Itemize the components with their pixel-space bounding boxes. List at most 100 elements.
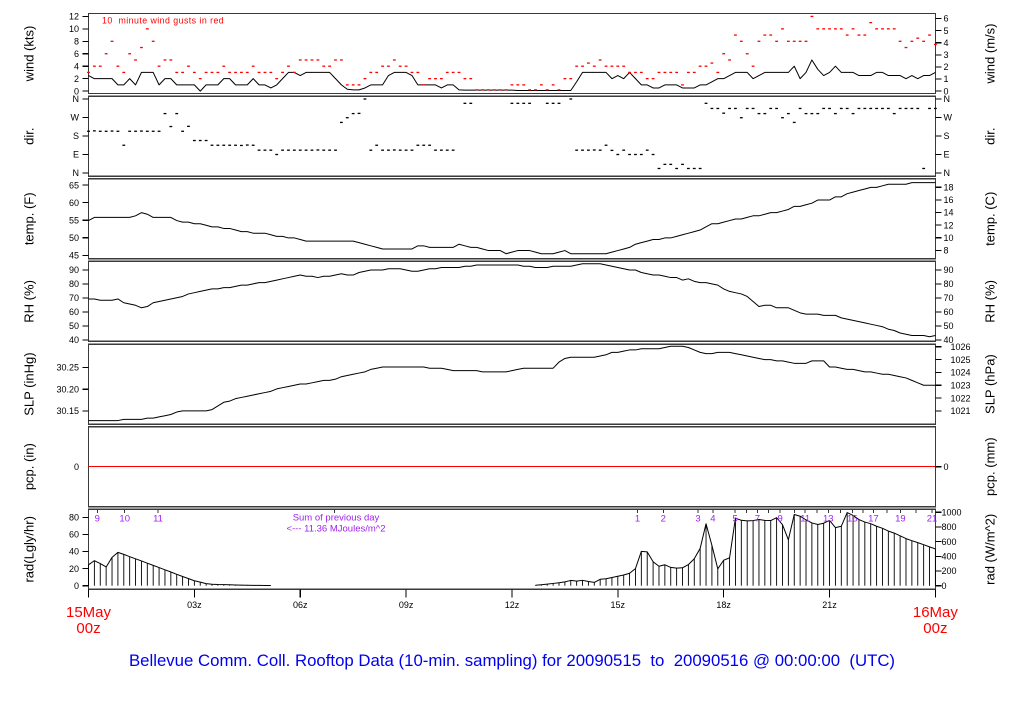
svg-text:5: 5: [733, 514, 738, 525]
svg-text:pcp. (in): pcp. (in): [22, 443, 37, 490]
svg-text:3: 3: [695, 514, 700, 525]
svg-text:80: 80: [944, 279, 954, 289]
svg-text:17: 17: [868, 514, 879, 525]
svg-text:21: 21: [927, 514, 938, 525]
svg-text:wind (kts): wind (kts): [22, 26, 37, 83]
svg-text:5: 5: [944, 26, 949, 36]
svg-text:7: 7: [755, 514, 760, 525]
svg-text:1025: 1025: [951, 355, 971, 365]
svg-text:10: 10: [944, 233, 954, 243]
svg-text:rad(Lgly/hr): rad(Lgly/hr): [22, 516, 37, 582]
svg-text:2: 2: [944, 62, 949, 72]
svg-text:0: 0: [74, 86, 79, 96]
svg-text:90: 90: [69, 265, 79, 275]
svg-text:15: 15: [847, 514, 858, 525]
svg-text:11: 11: [153, 514, 163, 525]
svg-text:40: 40: [944, 335, 954, 345]
svg-text:0: 0: [74, 462, 79, 472]
svg-text:65: 65: [69, 180, 79, 190]
svg-text:4: 4: [74, 61, 79, 71]
svg-text:2: 2: [661, 514, 666, 525]
svg-text:rad (W/m^2): rad (W/m^2): [983, 514, 998, 585]
svg-text:50: 50: [944, 321, 954, 331]
svg-text:70: 70: [944, 293, 954, 303]
svg-text:18: 18: [944, 182, 954, 192]
svg-text:15z: 15z: [611, 600, 626, 610]
svg-text:1022: 1022: [951, 393, 971, 403]
svg-text:SLP (inHg): SLP (inHg): [22, 352, 37, 415]
svg-text:19: 19: [895, 514, 906, 525]
svg-text:14: 14: [944, 208, 954, 218]
svg-text:800: 800: [942, 522, 957, 532]
svg-text:8: 8: [74, 37, 79, 47]
svg-text:45: 45: [69, 251, 79, 261]
svg-text:6: 6: [944, 14, 949, 24]
svg-text:06z: 06z: [293, 600, 308, 610]
svg-text:3: 3: [944, 50, 949, 60]
svg-text:600: 600: [942, 537, 957, 547]
svg-text:13: 13: [823, 514, 834, 525]
svg-text:60: 60: [944, 307, 954, 317]
svg-text:temp. (C): temp. (C): [983, 192, 998, 246]
svg-text:20: 20: [69, 564, 79, 574]
svg-text:Sum of previous day: Sum of previous day: [293, 513, 380, 524]
svg-text:wind (m/s): wind (m/s): [983, 24, 998, 85]
svg-text:50: 50: [69, 321, 79, 331]
svg-text:11: 11: [800, 514, 810, 525]
svg-text:<--- 11.36 MJoules/m^2: <--- 11.36 MJoules/m^2: [286, 524, 385, 535]
svg-text:00z: 00z: [923, 620, 947, 637]
svg-text:E: E: [944, 150, 950, 160]
svg-text:10: 10: [69, 24, 79, 34]
svg-text:N: N: [944, 168, 951, 178]
svg-text:60: 60: [69, 530, 79, 540]
svg-text:temp. (F): temp. (F): [22, 192, 37, 245]
svg-text:18z: 18z: [716, 600, 731, 610]
svg-text:6: 6: [74, 49, 79, 59]
svg-text:2: 2: [74, 74, 79, 84]
svg-text:8: 8: [944, 246, 949, 256]
svg-text:30.15: 30.15: [56, 406, 79, 416]
svg-text:dir.: dir.: [983, 128, 998, 145]
svg-text:9: 9: [95, 514, 100, 525]
svg-text:09z: 09z: [399, 600, 414, 610]
svg-text:pcp. (mm): pcp. (mm): [983, 437, 998, 496]
svg-text:50: 50: [69, 233, 79, 243]
svg-text:S: S: [73, 131, 79, 141]
svg-text:1000: 1000: [942, 507, 962, 517]
svg-text:16: 16: [944, 195, 954, 205]
svg-text:80: 80: [69, 513, 79, 523]
svg-text:90: 90: [944, 265, 954, 275]
svg-text:03z: 03z: [187, 600, 202, 610]
svg-text:15May: 15May: [66, 604, 112, 621]
svg-text:10 minute wind gusts in red: 10 minute wind gusts in red: [102, 16, 224, 26]
svg-text:200: 200: [942, 566, 957, 576]
svg-text:S: S: [944, 131, 950, 141]
svg-text:70: 70: [69, 293, 79, 303]
svg-text:0: 0: [944, 462, 949, 472]
svg-text:dir.: dir.: [22, 128, 37, 145]
svg-text:0: 0: [944, 86, 949, 96]
svg-text:21z: 21z: [822, 600, 837, 610]
svg-text:10: 10: [119, 514, 130, 525]
svg-text:E: E: [73, 150, 79, 160]
svg-text:1026: 1026: [951, 342, 971, 352]
svg-text:0: 0: [942, 581, 947, 591]
svg-text:80: 80: [69, 279, 79, 289]
svg-text:9: 9: [778, 514, 783, 525]
svg-text:Bellevue Comm. Coll. Rooftop D: Bellevue Comm. Coll. Rooftop Data (10-mi…: [129, 651, 895, 670]
svg-text:60: 60: [69, 198, 79, 208]
svg-text:W: W: [71, 113, 80, 123]
svg-text:RH (%): RH (%): [983, 280, 998, 323]
svg-text:1: 1: [635, 514, 640, 525]
svg-text:4: 4: [710, 514, 715, 525]
svg-text:12z: 12z: [505, 600, 520, 610]
svg-text:W: W: [944, 113, 953, 123]
svg-text:400: 400: [942, 552, 957, 562]
svg-text:12: 12: [69, 12, 79, 22]
svg-text:N: N: [944, 94, 951, 104]
svg-text:RH (%): RH (%): [22, 280, 37, 323]
svg-text:00z: 00z: [76, 620, 100, 637]
svg-text:30.25: 30.25: [56, 363, 79, 373]
svg-text:N: N: [73, 168, 80, 178]
svg-text:1024: 1024: [951, 368, 971, 378]
